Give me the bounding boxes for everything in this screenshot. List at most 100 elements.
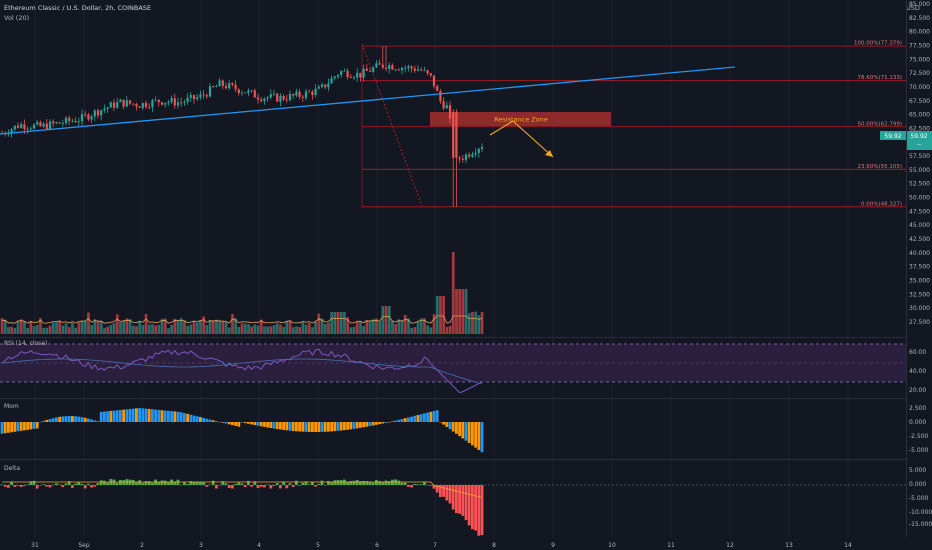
momentum-bar [96,421,100,422]
volume-bar [221,321,225,334]
delta-bar [410,485,413,488]
delta-bar [19,485,23,488]
candle-body [445,105,448,109]
volume-bar [266,326,269,334]
candle-body [90,116,93,120]
volume-bar [410,327,413,334]
candle-body [423,70,426,72]
delta-bar [304,481,308,485]
volume-bar [448,325,452,334]
candle-body [272,93,276,95]
delta-bar [285,485,289,489]
candle-body [429,73,432,76]
candle-body [157,99,160,103]
volume-bar [48,325,52,334]
delta-bar [336,480,340,485]
delta-label: Delta [4,465,20,472]
candle-body [224,85,228,89]
volume-bar [317,313,321,334]
candle-body [455,111,458,158]
candle-body [282,95,285,100]
momentum-bar [218,421,221,423]
momentum-bar [291,422,295,431]
candle-body [349,77,352,78]
delta-bar [64,483,68,485]
volume-bar [480,311,484,334]
time-tick-label: 9 [551,542,555,549]
candle-body [311,91,314,95]
resistance-zone[interactable] [430,112,611,126]
delta-bar [455,485,458,514]
volume-bar [231,314,234,334]
delta-bar [349,481,353,485]
delta-bar [279,485,282,489]
delta-bar [10,481,13,485]
delta-bar [237,482,241,485]
momentum-bar [16,422,20,432]
momentum-bar [272,422,276,429]
volume-bar [154,325,157,334]
volume-bar [71,323,74,334]
momentum-bar [394,420,397,422]
momentum-bar [147,408,151,422]
momentum-bar [51,418,55,422]
candle-body [244,92,247,94]
volume-bar [467,313,471,334]
delta-bar [429,485,433,486]
candle-body [314,88,317,95]
candle-body [346,70,349,78]
ascending-trendline[interactable] [0,66,736,135]
momentum-bar [464,422,468,441]
volume-bar [35,325,39,334]
delta-bar [77,481,81,485]
candle-body [20,124,23,128]
momentum-histogram [0,408,484,453]
candle-body [164,102,167,105]
momentum-bar [327,422,330,432]
volume-bar [263,326,266,334]
candle-body [436,86,439,92]
delta-bar [186,484,189,485]
momentum-bar [90,419,93,422]
volume-bar [362,326,365,334]
momentum-bar [157,409,161,422]
momentum-bar [231,422,234,426]
candle-body [410,66,413,69]
candle-body [180,102,183,104]
delta-bar [282,481,285,485]
delta-bar [234,483,237,485]
candle-body [240,92,244,94]
fib-anchor-line [361,43,423,207]
delta-bar [464,485,468,521]
volume-bar [29,321,33,334]
volume-bar [327,322,330,334]
momentum-bar [410,416,413,422]
projection-arrow-line[interactable] [489,120,554,158]
delta-ma-line [2,481,483,498]
momentum-bar [83,417,87,422]
price-tick-label: 82.500 [909,15,930,22]
volume-bar [151,324,154,334]
candle-body [333,76,336,79]
momentum-bar [311,422,314,432]
delta-bar [80,483,84,485]
volume-bar [157,324,161,334]
price-tick-label: 70.000 [909,84,930,91]
delta-bar [403,482,407,485]
candle-body [119,99,122,103]
candle-body [391,65,394,70]
volume-bar [275,323,279,334]
time-tick-label: 5 [316,542,320,549]
volume-bar [282,326,285,334]
volume-bar [291,327,295,334]
momentum-bar [74,416,77,422]
grid-lines [34,0,849,538]
candle-body [304,91,308,98]
volume-bar [39,318,42,334]
candle-body [356,72,359,78]
candle-body [196,97,199,100]
momentum-bar [3,422,7,434]
momentum-bar [323,422,327,432]
volume-bar [215,319,218,334]
